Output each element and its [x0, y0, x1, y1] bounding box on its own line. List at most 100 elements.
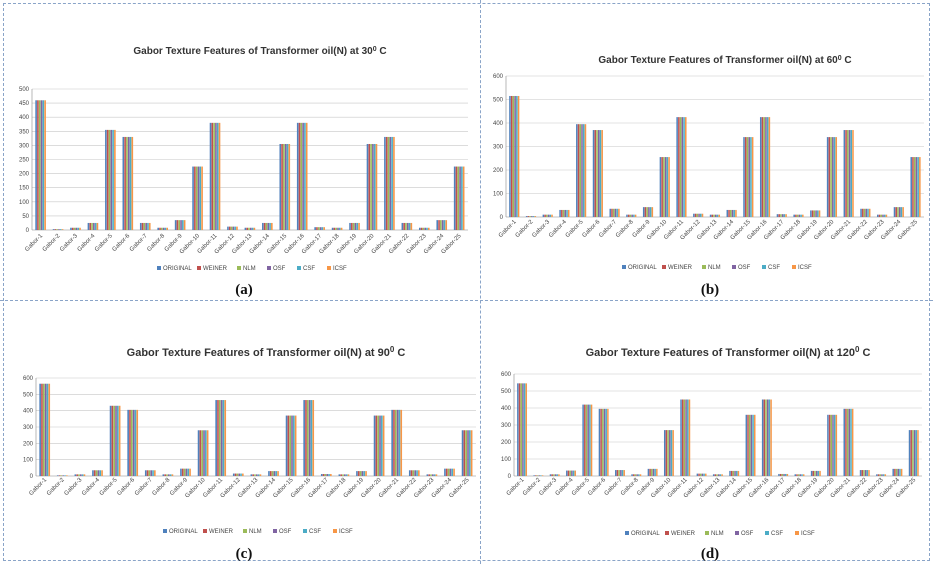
bar [349, 222, 351, 230]
bar [667, 430, 669, 476]
y-tick-label: 150 [19, 186, 30, 192]
x-tick-label: Gabor-25 [448, 477, 471, 500]
bar [115, 405, 117, 476]
bar [900, 468, 903, 476]
bar [368, 143, 371, 230]
bar [375, 143, 378, 230]
bar [361, 471, 364, 476]
bar [587, 404, 589, 476]
bar [651, 207, 654, 217]
bar [240, 473, 242, 476]
bar [183, 220, 186, 230]
bar [898, 207, 901, 217]
bar [42, 383, 45, 476]
bar [387, 136, 390, 230]
bar [412, 470, 415, 476]
bar [525, 383, 528, 476]
bar [152, 470, 154, 476]
bar [711, 214, 714, 217]
bar [288, 143, 291, 230]
bar [122, 136, 125, 230]
bar [38, 100, 41, 230]
y-tick-label: 100 [493, 192, 504, 198]
bar [222, 400, 225, 476]
bar [340, 227, 343, 230]
bar [127, 409, 129, 476]
legend-swatch [303, 529, 307, 533]
bar [877, 214, 879, 217]
bar [252, 474, 254, 476]
bar [518, 383, 521, 476]
bar [656, 468, 658, 476]
bar [863, 208, 866, 217]
bar [171, 474, 174, 476]
bar [393, 409, 395, 476]
bar [328, 474, 330, 476]
bar [885, 214, 888, 217]
bar [754, 414, 756, 476]
bar [205, 430, 207, 476]
bar [384, 136, 386, 230]
bar [194, 166, 196, 230]
bar [93, 222, 95, 230]
bar [408, 470, 411, 476]
bar [166, 227, 169, 230]
legend-label: ICSF [333, 266, 347, 272]
bar [759, 117, 762, 217]
bar [770, 399, 772, 476]
bar [89, 222, 92, 230]
caption-c: (c) [235, 546, 253, 562]
bar [683, 117, 685, 217]
bar [830, 414, 833, 476]
bar [105, 129, 107, 230]
bar [114, 129, 116, 230]
bar [238, 473, 241, 476]
chart-title: Gabor Texture Features of Transformer oi… [586, 345, 871, 360]
bar [868, 470, 870, 476]
y-tick-label: 350 [19, 129, 30, 135]
bar [599, 130, 602, 217]
bar [549, 214, 552, 217]
bar [728, 209, 730, 217]
legend-label: OSF [273, 266, 286, 272]
bar [310, 400, 313, 476]
bar [780, 214, 782, 217]
bar [795, 214, 797, 217]
bar [236, 473, 239, 476]
y-tick-label: 600 [23, 376, 34, 382]
y-tick-label: 400 [19, 115, 30, 121]
bar [218, 122, 221, 230]
bar [672, 430, 674, 476]
bar [470, 430, 473, 476]
bar [44, 383, 47, 476]
y-tick-label: 300 [493, 145, 504, 151]
bar [131, 136, 134, 230]
bar [523, 383, 526, 476]
bar [726, 209, 729, 217]
bar [915, 157, 918, 217]
bar [609, 208, 612, 217]
chart-title: Gabor Texture Features of Transformer oi… [127, 345, 406, 360]
bar [201, 166, 203, 230]
x-tick-label: Gabor-6 [112, 233, 132, 253]
chart-svg-c: Gabor Texture Features of Transformer oi… [23, 345, 476, 535]
bar [908, 430, 911, 476]
bar [93, 470, 96, 476]
bar [265, 222, 268, 230]
bar [786, 473, 789, 476]
bar [659, 157, 662, 217]
bar [736, 470, 738, 476]
bar [701, 213, 704, 217]
bar [73, 227, 76, 230]
bar [633, 474, 635, 476]
bar [281, 143, 283, 230]
legend-swatch [197, 266, 201, 270]
legend-swatch [273, 529, 277, 533]
bar [884, 474, 887, 476]
bar [620, 470, 622, 476]
bar [285, 415, 288, 476]
bar [146, 470, 149, 476]
bar [799, 474, 802, 476]
bar [832, 414, 834, 476]
bar [634, 474, 637, 476]
